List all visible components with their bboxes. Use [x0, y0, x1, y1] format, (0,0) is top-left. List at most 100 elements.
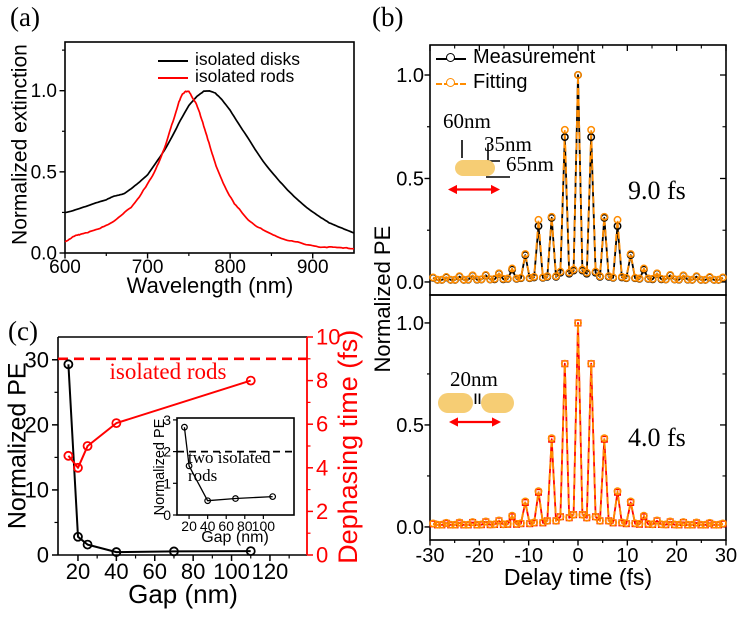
nanorod-right-shape — [481, 393, 514, 413]
fitting-marker-circle — [718, 519, 727, 528]
x-tick-label: -20 — [465, 545, 494, 567]
fitting-marker-circle — [648, 520, 657, 529]
left-y-tick-label: 10 — [25, 477, 49, 502]
fitting-marker-circle — [530, 272, 539, 281]
panel-c-right-y-axis-label: Dephasing time (fs) — [333, 329, 364, 564]
dephasing-time-marker-circle — [73, 462, 83, 473]
x-tick-label: 20 — [66, 559, 90, 584]
fitting-marker-circle — [666, 270, 675, 279]
fitting-marker-circle — [538, 518, 547, 527]
right-y-tick-label: 4 — [316, 455, 328, 480]
fitting-marker-circle — [569, 265, 578, 274]
rod-width-label: 35nm — [484, 132, 532, 156]
panel-b-letter: (b) — [372, 2, 404, 32]
legend-item-measurement: Measurement — [436, 45, 595, 70]
inset-x-axis-label: Gap (nm) — [201, 529, 269, 546]
measurement-marker-circle — [587, 133, 596, 142]
fitting-marker-circle — [696, 275, 705, 284]
fitting-marker-circle — [490, 520, 499, 529]
inset-marker-circle — [204, 497, 212, 505]
fitting-marker-circle — [626, 250, 635, 258]
fitting-marker-circle — [455, 518, 464, 527]
fitting-marker-circle — [451, 520, 460, 529]
fitting-marker-circle — [604, 516, 613, 525]
x-tick-label: 120 — [252, 559, 289, 584]
fitting-marker-circle — [705, 518, 714, 527]
fitting-marker-circle — [710, 275, 719, 284]
dephasing-time-annotation-top: 9.0 fs — [628, 176, 686, 205]
series-fitting-line — [432, 74, 724, 281]
fitting-marker-circle — [617, 518, 626, 527]
fitting-marker-circle — [433, 520, 442, 529]
normalized-pe-marker-circle — [73, 531, 83, 542]
y-tick-label: 0.5 — [31, 162, 57, 183]
fitting-marker-circle — [442, 518, 451, 527]
fitting-marker-circle — [464, 275, 473, 284]
fitting-marker-circle — [653, 516, 661, 525]
polarization-arrow-icon-top-head-right — [491, 184, 500, 195]
fitting-marker-circle — [525, 273, 534, 282]
fitting-marker-circle — [613, 487, 622, 496]
fitting-marker-circle — [473, 520, 481, 529]
x-tick-label: 40 — [104, 559, 128, 584]
series-normalized-pe-line — [67, 364, 251, 554]
legend-swatch-fitting — [436, 76, 466, 90]
legend-label: Measurement — [473, 46, 596, 68]
legend-item-isolated-rods: isolated rods — [158, 66, 300, 86]
x-tick-label: 600 — [49, 257, 81, 278]
fitting-marker-circle — [512, 274, 521, 283]
fitting-marker-circle — [547, 212, 556, 221]
fitting-marker-circle — [499, 520, 508, 529]
x-tick-label: -10 — [514, 545, 543, 567]
fitting-marker-circle — [521, 250, 530, 258]
inset-x-tick-label: 60 — [218, 518, 234, 534]
fitting-marker-circle — [503, 274, 512, 283]
fitting-marker-circle — [604, 272, 613, 281]
inset-axes-frame — [176, 417, 295, 516]
polarization-arrow-icon-top-head-left — [448, 184, 457, 195]
fitting-marker-circle — [516, 519, 525, 528]
fitting-marker-circle — [508, 264, 517, 273]
inset-series-line — [183, 427, 273, 502]
fitting-marker-circle — [459, 520, 468, 529]
fitting-marker-circle — [538, 273, 547, 282]
right-y-tick-label: 8 — [316, 368, 328, 393]
series-dephasing-time-line — [67, 379, 252, 469]
fitting-marker-circle — [714, 520, 723, 529]
panel-c-left-y-axis-label: Normalized PE — [3, 362, 32, 530]
y-tick-label: 0.0 — [396, 517, 424, 539]
fitting-marker-circle — [477, 275, 486, 284]
fitting-marker-circle — [688, 520, 697, 529]
fitting-marker-circle — [525, 519, 534, 528]
right-y-tick-label: 6 — [316, 412, 328, 437]
y-tick-label: 0.5 — [396, 415, 424, 437]
fitting-marker-circle — [486, 275, 495, 284]
fitting-marker-circle — [683, 275, 692, 284]
fitting-marker-circle — [521, 497, 530, 506]
fitting-marker-circle — [631, 273, 640, 282]
inset-marker-circle — [185, 462, 193, 470]
fitting-marker-circle — [508, 511, 517, 520]
dephasing-time-marker-circle — [111, 418, 122, 429]
normalized-pe-marker-circle — [245, 546, 256, 556]
dephasing-time-marker-circle — [82, 441, 93, 451]
fitting-marker-circle — [596, 272, 604, 281]
fitting-marker-circle — [644, 274, 653, 283]
panel-c-letter: (c) — [8, 316, 38, 346]
fitting-marker-circle — [653, 269, 661, 278]
fitting-marker-circle — [556, 512, 565, 521]
fitting-marker-circle — [495, 516, 503, 525]
x-tick-label: 0 — [572, 545, 583, 567]
fitting-marker-circle — [516, 273, 525, 282]
inset-y-tick-label: 0 — [163, 507, 171, 523]
fitting-marker-circle — [670, 275, 679, 284]
fitting-marker-circle — [534, 487, 543, 496]
fitting-marker-circle — [600, 212, 609, 221]
polarization-arrow-icon-bottom-head-left — [449, 417, 458, 427]
x-tick-label: 900 — [297, 257, 329, 278]
inset-y-tick-label: 2 — [163, 444, 171, 460]
inset-y-tick-label: 3 — [163, 412, 171, 428]
fitting-marker-circle — [675, 275, 683, 284]
